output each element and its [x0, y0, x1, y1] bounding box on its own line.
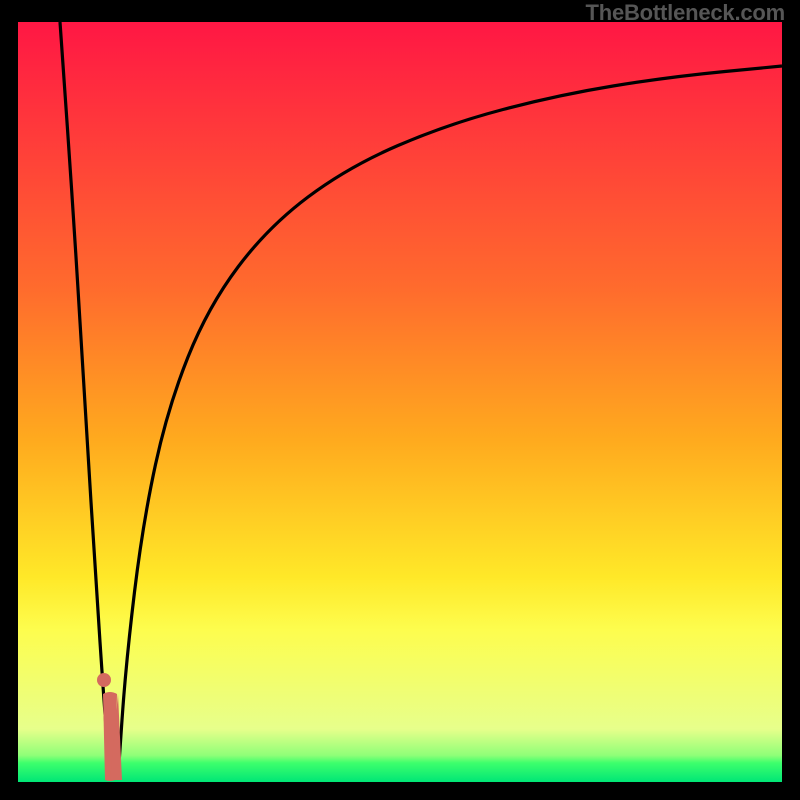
bottleneck-curve-left — [60, 22, 110, 778]
curve-layer — [18, 22, 782, 782]
bottleneck-curve-right — [118, 66, 782, 778]
chart-container: TheBottleneck.com — [0, 0, 800, 800]
person-marker — [97, 673, 122, 781]
watermark-text: TheBottleneck.com — [585, 0, 785, 26]
